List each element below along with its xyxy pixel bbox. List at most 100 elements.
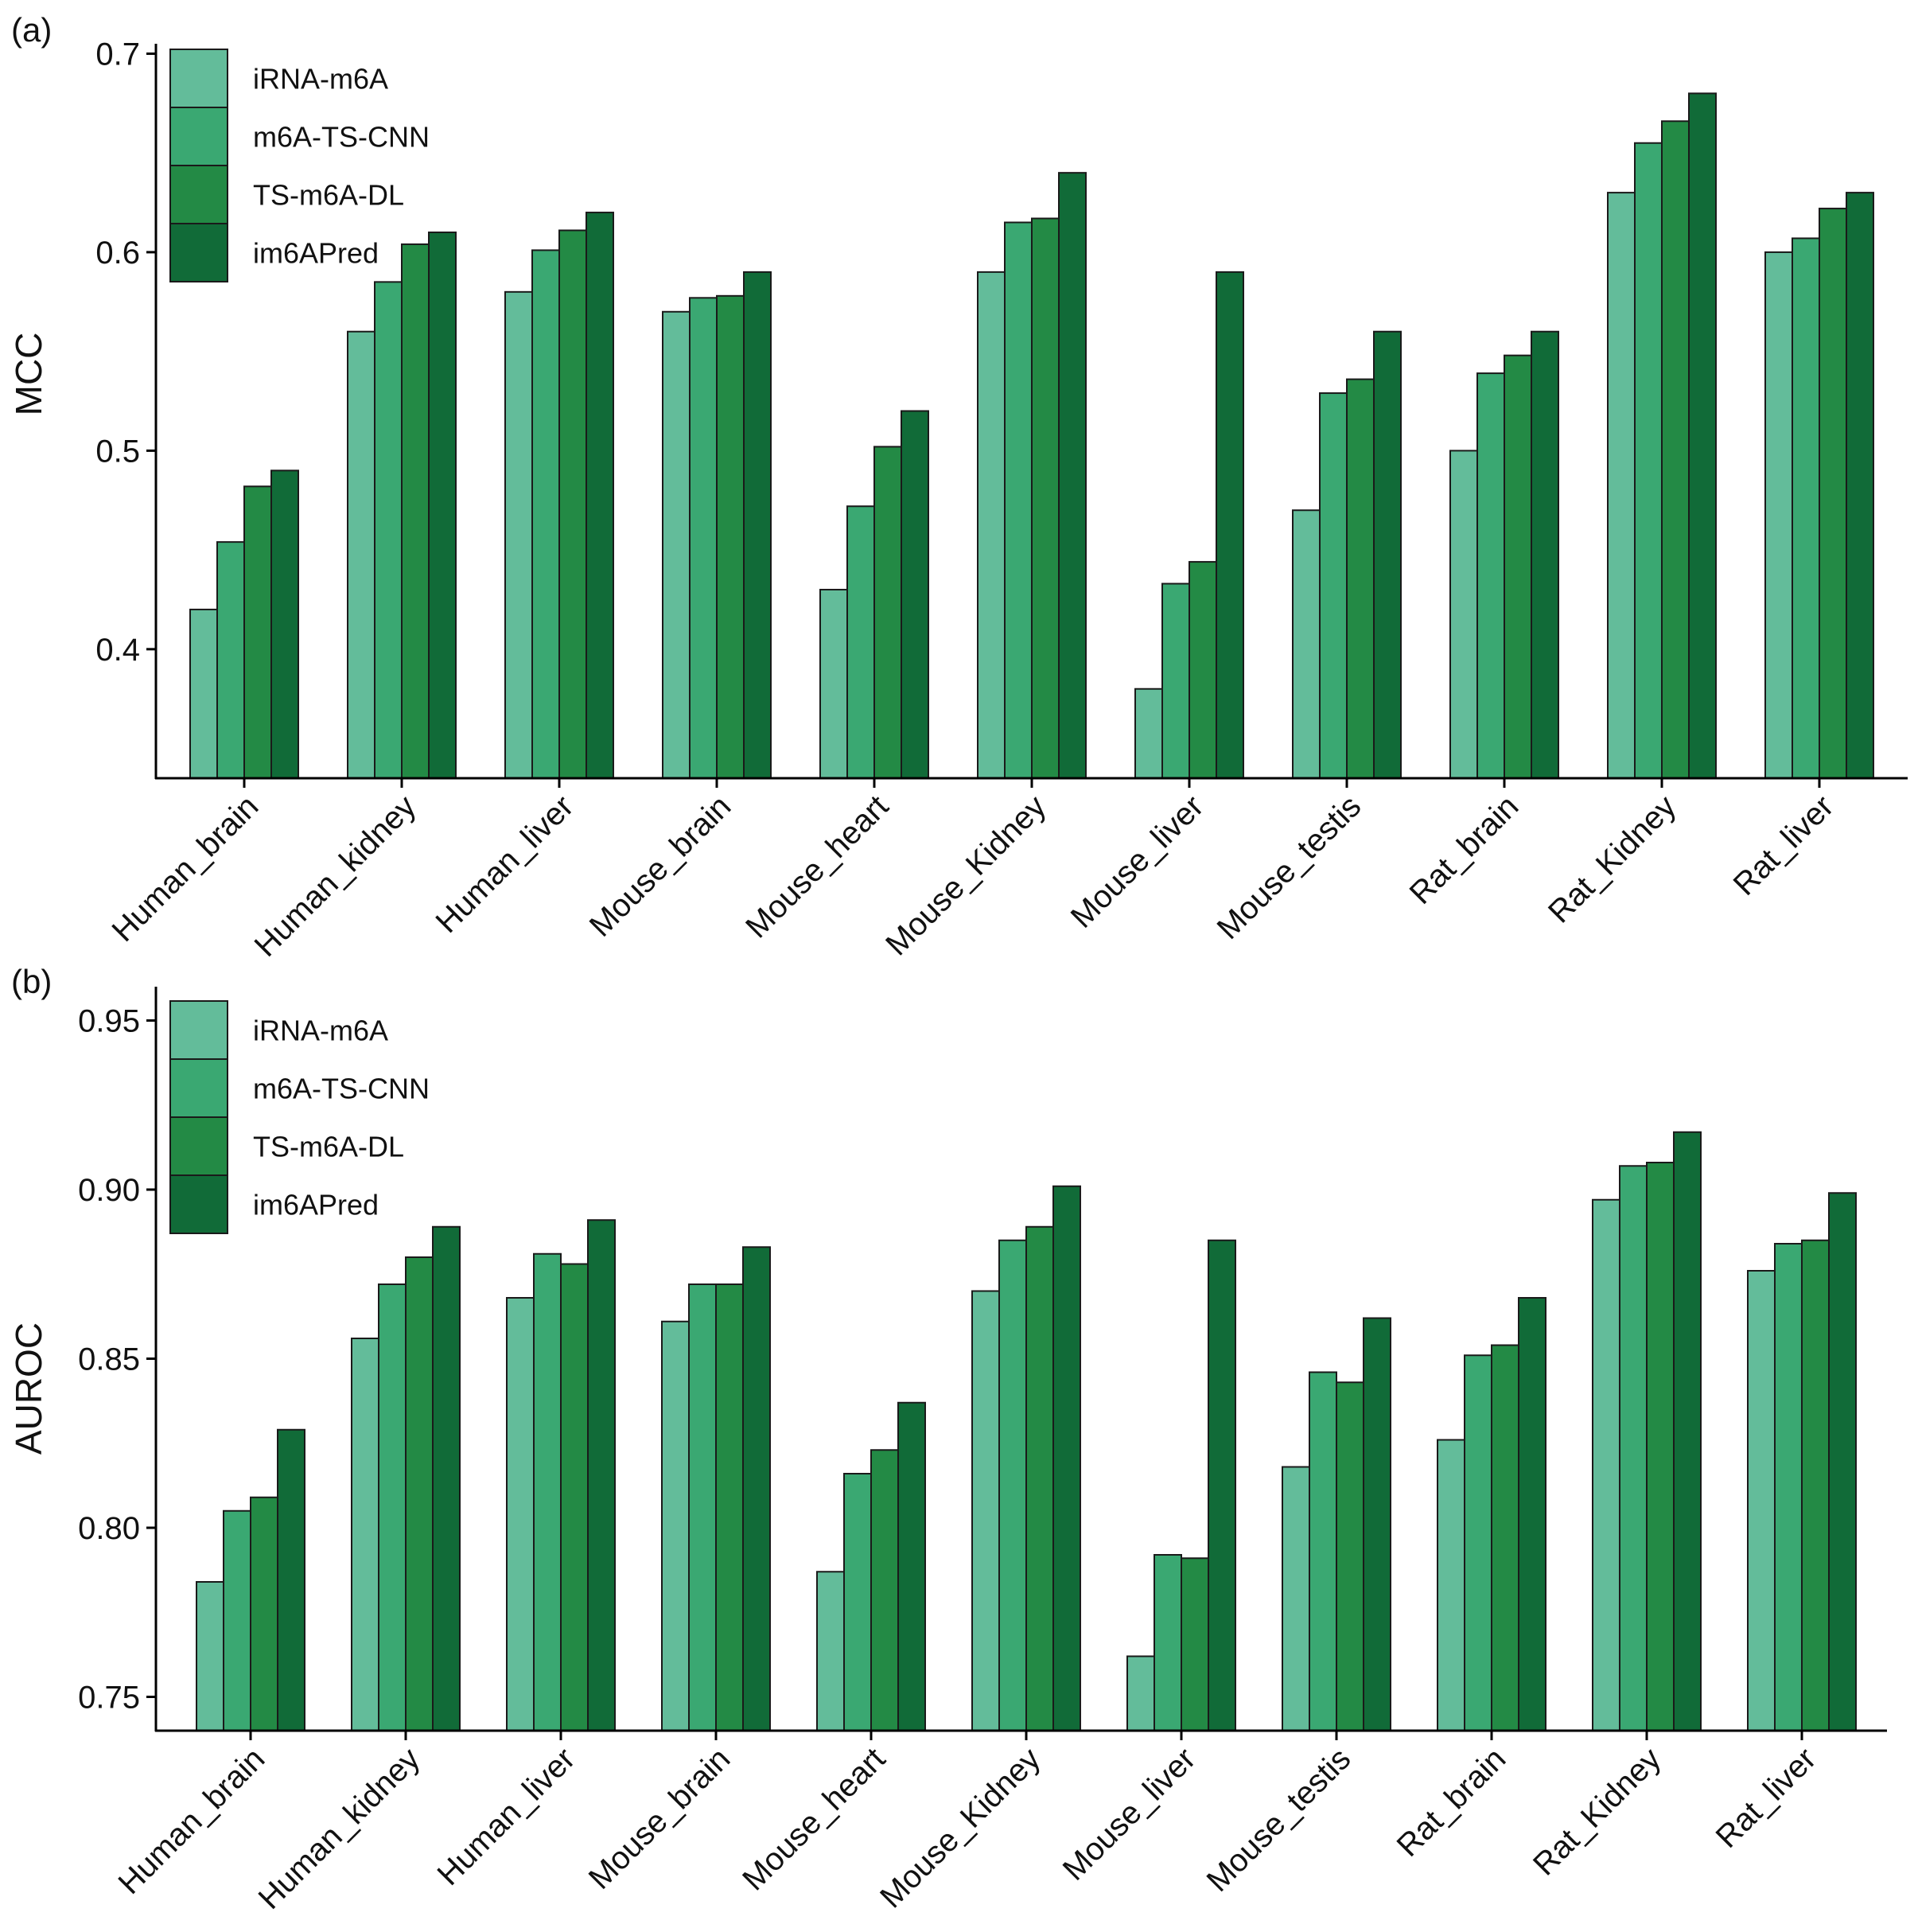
- bar: [1336, 1381, 1364, 1731]
- x-tick-label: Mouse_liver: [1056, 1741, 1203, 1887]
- bar: [558, 229, 587, 779]
- legend-label: m6A-TS-CNN: [253, 121, 430, 154]
- bar: [1464, 1354, 1492, 1731]
- bar: [374, 281, 403, 779]
- x-tick-label: Mouse_brain: [582, 1741, 737, 1896]
- bar: [1518, 1297, 1546, 1731]
- bar: [196, 1581, 224, 1731]
- panel-label: (b): [11, 963, 52, 1000]
- legend-label: TS-m6A-DL: [253, 179, 404, 212]
- bar: [533, 1252, 562, 1731]
- bar: [743, 271, 772, 780]
- bar: [1774, 1243, 1803, 1731]
- y-tick-label: 0.5: [95, 434, 140, 469]
- y-tick-label: 0.80: [78, 1511, 140, 1546]
- bar: [816, 1571, 845, 1731]
- y-tick-label: 0.90: [78, 1173, 140, 1208]
- bar: [977, 271, 1006, 780]
- bar: [504, 290, 533, 779]
- bar: [1031, 217, 1060, 779]
- x-tick-label: Rat_brain: [1391, 1741, 1513, 1864]
- bar: [1058, 172, 1087, 780]
- legend: iRNA-m6A m6A-TS-CNN TS-m6A-DL im6APred: [169, 49, 430, 282]
- bar: [870, 1449, 899, 1731]
- x-tick-label: Mouse_brain: [583, 789, 738, 944]
- x-tick-label: Mouse_heart: [736, 1741, 892, 1897]
- chart-panel-2: (b)AUROC0.750.800.850.900.95Human_brainH…: [8, 963, 1887, 1916]
- bar: [897, 1401, 926, 1731]
- legend-label: im6APred: [253, 237, 379, 270]
- bar: [1052, 1185, 1081, 1731]
- bar: [1846, 192, 1874, 779]
- bar: [587, 1219, 616, 1731]
- bar: [843, 1473, 872, 1731]
- bar: [250, 1496, 278, 1731]
- bar: [1619, 1165, 1648, 1731]
- bar: [1134, 687, 1163, 779]
- bar: [1634, 142, 1663, 779]
- chart-panel-1: (a) MCC 0.4 0.5 0.6 0.7 Human_brainHuman_kidne…: [8, 11, 1908, 964]
- bar: [1491, 1344, 1519, 1731]
- bar: [1531, 330, 1559, 780]
- legend-label: iRNA-m6A: [253, 63, 388, 95]
- bar: [560, 1263, 589, 1731]
- x-tick-label: Mouse_Kidney: [873, 1741, 1047, 1914]
- legend-label: iRNA-m6A: [253, 1015, 388, 1047]
- bar: [742, 1246, 771, 1731]
- bar: [1747, 1270, 1776, 1731]
- legend-swatch: [169, 165, 228, 224]
- x-tick-label: Mouse_testis: [1211, 789, 1368, 946]
- legend-swatch: [169, 1174, 228, 1234]
- y-tick-label: 0.7: [95, 37, 140, 72]
- legend-swatch: [169, 49, 228, 108]
- bar: [1309, 1371, 1337, 1731]
- x-tick-label: Rat_brain: [1403, 789, 1526, 911]
- bar: [277, 1428, 305, 1731]
- x-tick-label: Mouse_heart: [739, 789, 895, 945]
- bar: [1646, 1162, 1675, 1731]
- bar: [1373, 330, 1402, 780]
- bar: [1004, 221, 1033, 780]
- bar: [901, 410, 929, 779]
- bar: [1292, 509, 1321, 779]
- bar: [1181, 1557, 1209, 1731]
- bar: [1476, 372, 1505, 779]
- bar: [716, 294, 745, 779]
- bar: [243, 485, 272, 780]
- x-tick-label: Human_kidney: [248, 789, 423, 964]
- bar: [351, 1338, 379, 1731]
- x-tick-label: Human_brain: [105, 789, 265, 948]
- bar: [873, 446, 902, 779]
- bar: [378, 1283, 407, 1731]
- legend: iRNA-m6A m6A-TS-CNN TS-m6A-DL im6APred: [169, 1000, 430, 1234]
- legend-label: TS-m6A-DL: [253, 1131, 404, 1163]
- bar: [1819, 208, 1847, 780]
- bar: [223, 1509, 251, 1731]
- bar: [428, 231, 457, 779]
- bar: [506, 1297, 535, 1731]
- bars: [189, 92, 1874, 780]
- bar: [1688, 92, 1717, 779]
- legend-label: im6APred: [253, 1189, 379, 1221]
- y-axis-title: MCC: [8, 333, 49, 416]
- x-tick-label: Mouse_testis: [1200, 1741, 1358, 1899]
- y-tick-label: 0.85: [78, 1342, 140, 1377]
- x-tick-label: Human_liver: [429, 789, 580, 940]
- bar: [1126, 1655, 1155, 1731]
- bar: [1828, 1192, 1857, 1731]
- bar: [432, 1225, 461, 1731]
- bar: [401, 243, 430, 779]
- bar: [1801, 1239, 1830, 1731]
- y-axis-title: AUROC: [8, 1322, 49, 1455]
- x-tick-label: Rat_liver: [1727, 789, 1841, 902]
- bar: [347, 330, 375, 780]
- panel-label: (a): [11, 11, 52, 49]
- x-tick-label: Rat_liver: [1710, 1741, 1823, 1855]
- bar: [1319, 392, 1348, 779]
- bar: [1363, 1317, 1391, 1731]
- bar: [1154, 1554, 1182, 1731]
- bar: [216, 541, 245, 779]
- bars: [196, 1131, 1857, 1731]
- bar: [689, 297, 718, 779]
- bar: [688, 1283, 717, 1731]
